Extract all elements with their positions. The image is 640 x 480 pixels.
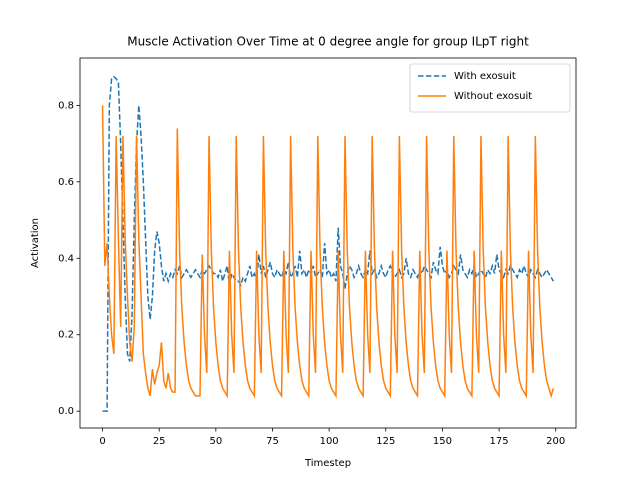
axes-frame — [79, 57, 577, 429]
y-tick-label: 0.6 — [58, 177, 74, 188]
data-line — [101, 105, 555, 399]
y-axis-label: Activation — [30, 218, 41, 268]
x-tick-label: 75 — [266, 436, 279, 447]
y-tick-label: 0.4 — [58, 253, 74, 264]
x-tick-label: 100 — [320, 436, 339, 447]
chart-title: Muscle Activation Over Time at 0 degree … — [127, 35, 529, 49]
x-axis-label: Timestep — [304, 458, 351, 469]
x-tick-label: 125 — [376, 436, 395, 447]
x-tick-label: 150 — [433, 436, 452, 447]
legend-label: Without exosuit — [454, 91, 532, 102]
data-line — [102, 75, 555, 412]
legend-label: With exosuit — [454, 71, 516, 82]
legend: With exosuit Without exosuit — [409, 63, 571, 113]
y-tick-label: 0.8 — [58, 100, 74, 111]
x-tick-label: 50 — [209, 436, 222, 447]
x-tick-label: 200 — [546, 436, 565, 447]
x-tick-label: 25 — [153, 436, 166, 447]
x-tick-label: 175 — [490, 436, 509, 447]
y-tick-label: 0.0 — [58, 406, 74, 417]
x-tick-label: 0 — [99, 436, 105, 447]
y-tick-label: 0.2 — [58, 330, 74, 341]
legend-box — [409, 63, 571, 113]
